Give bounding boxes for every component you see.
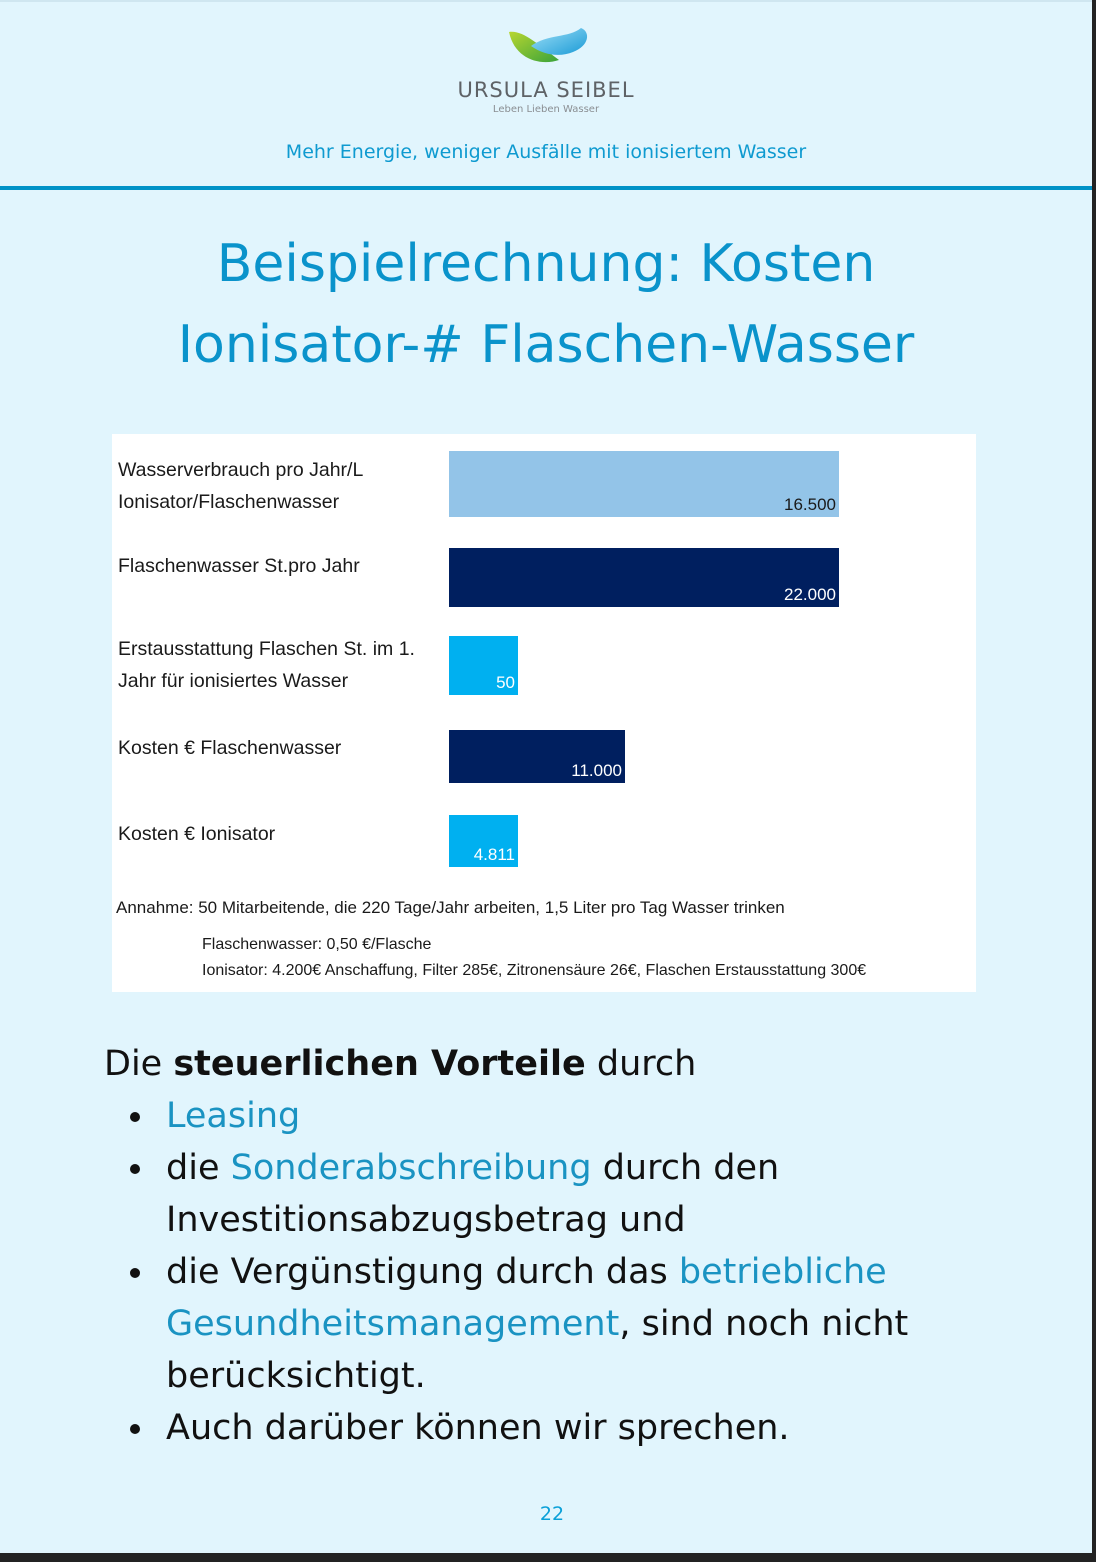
chart-bar-value-label: 22.000 [784, 585, 836, 604]
intro-bold: steuerlichen Vorteile [173, 1044, 586, 1084]
chart-category-label: Flaschenwasser St.pro Jahr [118, 550, 448, 582]
benefit-text: die Vergünstigung durch das [166, 1252, 679, 1292]
benefit-highlight-leasing: Leasing [166, 1096, 301, 1136]
page-title: Beispielrechnung: Kosten Ionisator-# Fla… [0, 224, 1092, 386]
brand-tagline: Leben Lieben Wasser [492, 104, 600, 115]
benefit-item: Leasing [130, 1090, 1004, 1142]
chart-note-ionizer: Ionisator: 4.200€ Anschaffung, Filter 28… [202, 962, 867, 979]
chart-bar: 16.500 [449, 451, 839, 517]
chart-category-label-line: Kosten € Flaschenwasser [118, 737, 342, 759]
chart-category-label: Kosten € Flaschenwasser [118, 732, 448, 764]
benefit-text: durch den Investitionsabzugsbetrag und [166, 1148, 780, 1240]
chart-bar: 22.000 [449, 548, 839, 607]
intro-prefix: Die [104, 1044, 174, 1084]
chart-note-assumption: Annahme: 50 Mitarbeitende, die 220 Tage/… [116, 898, 785, 917]
benefits-list: Leasing die Sonderabschreibung durch den… [104, 1090, 1004, 1454]
chart-category-label-line: Wasserverbrauch pro Jahr/L [118, 459, 364, 481]
tax-benefits-section: Die steuerlichen Vorteile durch Leasing … [104, 1038, 1004, 1454]
logo [0, 24, 1092, 68]
chart-bar: 4.811 [449, 815, 518, 867]
chart-category-label: Kosten € Ionisator [118, 818, 448, 850]
benefit-text: Auch darüber können wir sprechen. [166, 1408, 790, 1448]
chart-category-label: Wasserverbrauch pro Jahr/L Ionisator/Flas… [118, 454, 448, 518]
benefit-text: die [166, 1148, 231, 1188]
chart-bar: 50 [449, 636, 518, 695]
chart-bar-value-label: 16.500 [784, 495, 836, 514]
brand-name: URSULA SEIBEL [457, 78, 635, 102]
page-title-line-1: Beispielrechnung: Kosten [216, 234, 876, 294]
chart-bar-value-label: 50 [496, 673, 515, 692]
chart-category-label-line: Erstausstattung Flaschen St. im 1. [118, 638, 415, 660]
benefit-item: die Sonderabschreibung durch den Investi… [130, 1142, 1004, 1246]
chart-category-label: Erstausstattung Flaschen St. im 1. Jahr f… [118, 633, 448, 697]
chart-category-label-line: Kosten € Ionisator [118, 823, 276, 845]
benefit-highlight-bgm: betriebliche Gesundheitsmanagement [166, 1252, 887, 1344]
page-title-line-2: Ionisator-# Flaschen-Wasser [177, 315, 915, 375]
page-number: 22 [539, 1503, 565, 1525]
header-subtitle: Mehr Energie, weniger Ausfälle mit ionis… [285, 141, 807, 163]
chart-category-label-line: Flaschenwasser St.pro Jahr [118, 555, 360, 577]
leaf-water-drop-logo-icon [509, 28, 588, 63]
chart-bar-value-label: 4.811 [473, 845, 515, 864]
intro-suffix: durch [585, 1044, 697, 1084]
benefit-text: , sind noch nicht berücksichtigt. [166, 1304, 909, 1396]
chart-note-bottled-water: Flaschenwasser: 0,50 €/Flasche [202, 936, 432, 953]
chart-category-label-line: Jahr für ionisiertes Wasser [118, 670, 349, 692]
chart-bar-value-label: 11.000 [571, 761, 622, 780]
header-divider [0, 186, 1092, 190]
benefit-item: Auch darüber können wir sprechen. [130, 1402, 1004, 1454]
chart-category-label-line: Ionisator/Flaschenwasser [118, 491, 340, 513]
benefit-item: die Vergünstigung durch das betriebliche… [130, 1246, 1004, 1402]
chart-bar: 11.000 [449, 730, 625, 783]
benefit-highlight-sonderabschreibung: Sonderabschreibung [230, 1148, 592, 1188]
tax-benefits-intro: Die steuerlichen Vorteile durch [104, 1038, 1004, 1090]
cost-comparison-chart: Annahme: 50 Mitarbeitende, die 220 Tage/… [112, 434, 976, 992]
